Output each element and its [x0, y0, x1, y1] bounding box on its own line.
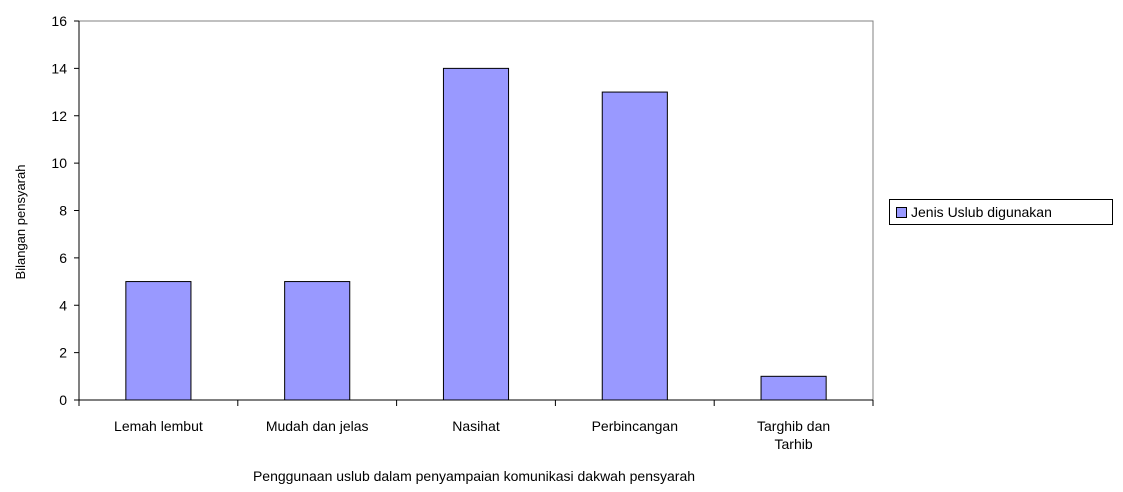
bar [125, 281, 192, 401]
legend-swatch [896, 206, 907, 218]
bar [601, 91, 668, 401]
plot-area: 0 2 4 6 8 10 12 14 16 Lemah lembut Mudah dan jelas… [51, 13, 874, 452]
y-tick-label: 2 [59, 345, 67, 361]
bar [760, 375, 827, 401]
y-tick-label: 8 [59, 203, 67, 219]
x-axis-title: Penggunaan uslub dalam penyampaian komun… [253, 468, 695, 484]
legend: Jenis Uslub digunakan [889, 199, 1113, 225]
x-tick-label: Nasihat [452, 418, 500, 434]
y-tick-label: 4 [59, 297, 67, 313]
bar [284, 281, 351, 401]
y-tick-label: 16 [51, 13, 67, 29]
y-tick-label: 0 [59, 392, 67, 408]
bar [442, 67, 510, 401]
y-tick-label: 6 [59, 250, 67, 266]
y-tick-label: 10 [51, 155, 67, 171]
y-tick-label: 14 [51, 60, 67, 76]
x-tick-label: Tarhib [775, 436, 813, 452]
y-tick-label: 12 [51, 108, 67, 124]
legend-label: Jenis Uslub digunakan [911, 204, 1052, 220]
x-tick-label: Mudah dan jelas [266, 418, 369, 434]
x-tick-label: Perbincangan [592, 418, 678, 434]
x-tick-label: Targhib dan [757, 418, 830, 434]
x-tick-label: Lemah lembut [114, 418, 203, 434]
y-axis-title: Bilangan pensyarah [13, 165, 28, 280]
